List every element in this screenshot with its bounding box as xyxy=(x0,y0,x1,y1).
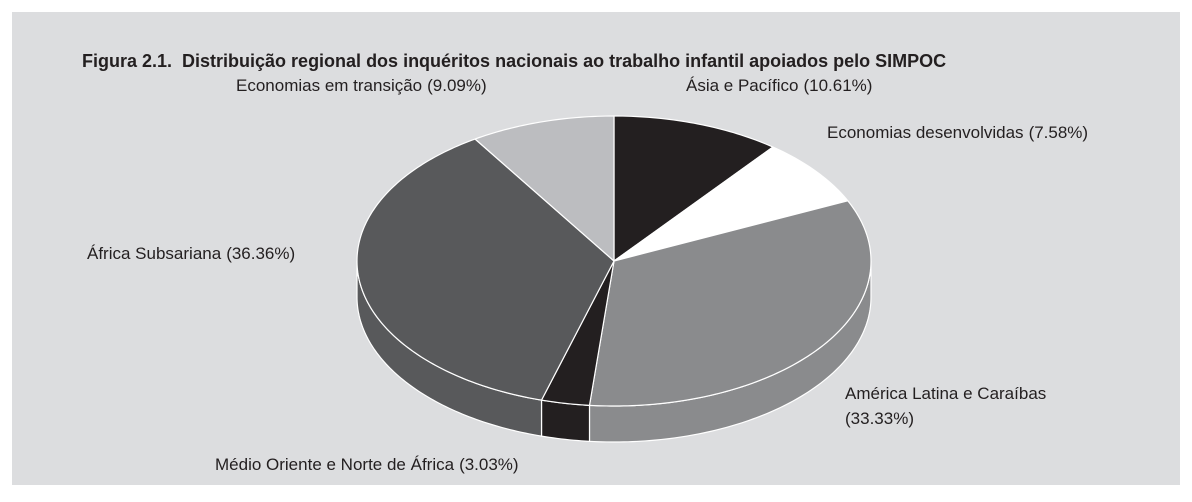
chart-title: Figura 2.1. Distribuição regional dos in… xyxy=(82,51,946,71)
slice-value: (10.61%) xyxy=(803,76,872,95)
slice-label: América Latina e Caraíbas (33.33%) xyxy=(845,384,1046,428)
slice-name: Médio Oriente e Norte de África xyxy=(215,455,455,474)
pie-side xyxy=(540,399,591,442)
slice-name: América Latina e Caraíbas xyxy=(845,384,1046,403)
slice-name: Ásia e Pacífico xyxy=(686,76,798,95)
slice-label: África Subsariana (36.36%) xyxy=(87,244,295,263)
slice-label: Ásia e Pacífico (10.61%) xyxy=(686,76,872,95)
pie xyxy=(356,115,872,443)
slice-value: (33.33%) xyxy=(845,409,914,428)
pie-slice xyxy=(588,200,872,407)
slice-label: Economias desenvolvidas (7.58%) xyxy=(827,123,1088,142)
slice-value: (36.36%) xyxy=(226,244,295,263)
pie-slice xyxy=(540,260,615,406)
slice-name: Economias desenvolvidas xyxy=(827,123,1024,142)
pie-slice xyxy=(474,115,615,262)
slice-value: (3.03%) xyxy=(459,455,519,474)
slice-label: Economias em transição (9.09%) xyxy=(236,76,487,95)
slice-value: (9.09%) xyxy=(427,76,487,95)
slice-label: Médio Oriente e Norte de África (3.03%) xyxy=(215,455,519,474)
slice-value: (7.58%) xyxy=(1029,123,1089,142)
slice-name: África Subsariana xyxy=(87,244,222,263)
labels: Ásia e Pacífico (10.61%) Economias desenvo… xyxy=(87,76,1088,474)
pie-slice xyxy=(613,146,849,262)
pie-slice xyxy=(356,138,615,401)
pie-slice xyxy=(613,115,774,262)
slice-name: Economias em transição xyxy=(236,76,422,95)
